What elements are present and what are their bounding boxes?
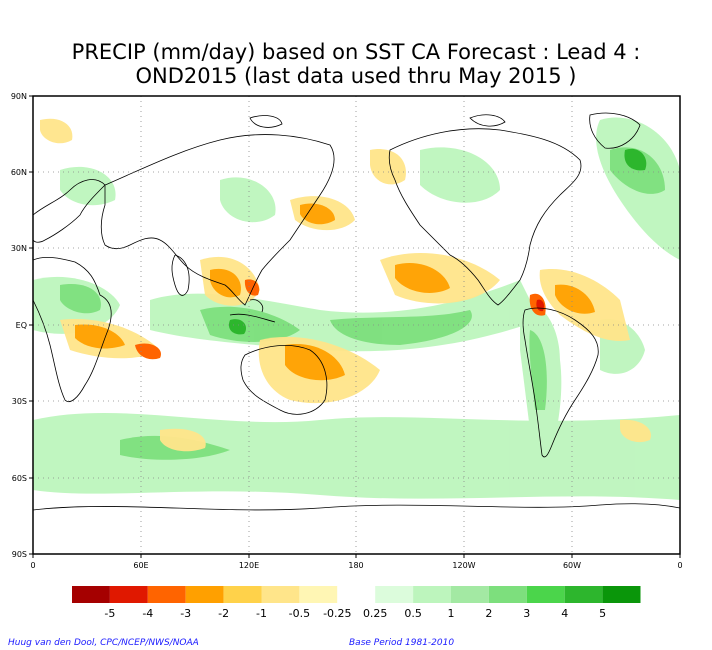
legend-label: -2 (218, 607, 229, 620)
lon-label-120e: 120E (239, 561, 259, 570)
legend-swatch (337, 586, 376, 603)
legend-swatch (223, 586, 262, 603)
legend-swatch (147, 586, 186, 603)
legend-label: 4 (561, 607, 568, 620)
credit-base-period: Base Period 1981-2010 (349, 638, 455, 648)
legend-label: -0.25 (323, 607, 351, 620)
legend-swatch (488, 586, 527, 603)
map-title-line1: PRECIP (mm/day) based on SST CA Forecast… (71, 40, 641, 64)
legend-label: -0.5 (289, 607, 310, 620)
legend-swatch (413, 586, 451, 603)
legend-swatch (299, 586, 338, 603)
lon-label-180: 180 (348, 561, 363, 570)
legend-color-bar (72, 586, 641, 603)
legend-label: -1 (256, 607, 267, 620)
lat-label-60s: 60S (12, 474, 27, 483)
lon-label-120w: 120W (452, 561, 475, 570)
legend-swatch (72, 586, 110, 603)
legend-label: -4 (142, 607, 153, 620)
credit-author: Huug van den Dool, CPC/NCEP/NWS/NOAA (8, 638, 199, 648)
legend-labels: -5 -4 -3 -2 -1 -0.5 -0.25 0.25 0.5 1 2 3 4 5 (104, 607, 606, 620)
legend-label: -5 (104, 607, 115, 620)
legend-label: -3 (180, 607, 191, 620)
legend-label: 5 (599, 607, 606, 620)
lon-label-0-left: 0 (30, 561, 35, 570)
lat-label-90n: 90N (11, 92, 27, 101)
lon-label-60w: 60W (563, 561, 581, 570)
legend-swatch (564, 586, 603, 603)
lon-label-0-right: 0 (677, 561, 682, 570)
legend-swatch (185, 586, 224, 603)
lat-label-30s: 30S (12, 397, 27, 406)
lat-label-30n: 30N (11, 244, 27, 253)
axis-ticks (29, 95, 681, 558)
lat-label-90s: 90S (12, 550, 27, 559)
legend-swatch (375, 586, 414, 603)
legend-label: 1 (448, 607, 455, 620)
legend-label: 2 (485, 607, 492, 620)
legend-swatch (261, 586, 300, 603)
legend-swatch (602, 586, 641, 603)
legend-label: 0.5 (404, 607, 422, 620)
map-title-line2: OND2015 (last data used thru May 2015 ) (135, 64, 577, 88)
legend-swatch (109, 586, 148, 603)
legend-swatch (526, 586, 565, 603)
lat-label-60n: 60N (11, 168, 27, 177)
coastlines (33, 112, 680, 511)
anomaly-shading (33, 112, 680, 511)
legend-label: 3 (523, 607, 530, 620)
lon-label-60e: 60E (133, 561, 148, 570)
legend-label: 0.25 (363, 607, 388, 620)
lat-label-eq: EQ (16, 321, 27, 330)
legend-swatch (451, 586, 489, 603)
